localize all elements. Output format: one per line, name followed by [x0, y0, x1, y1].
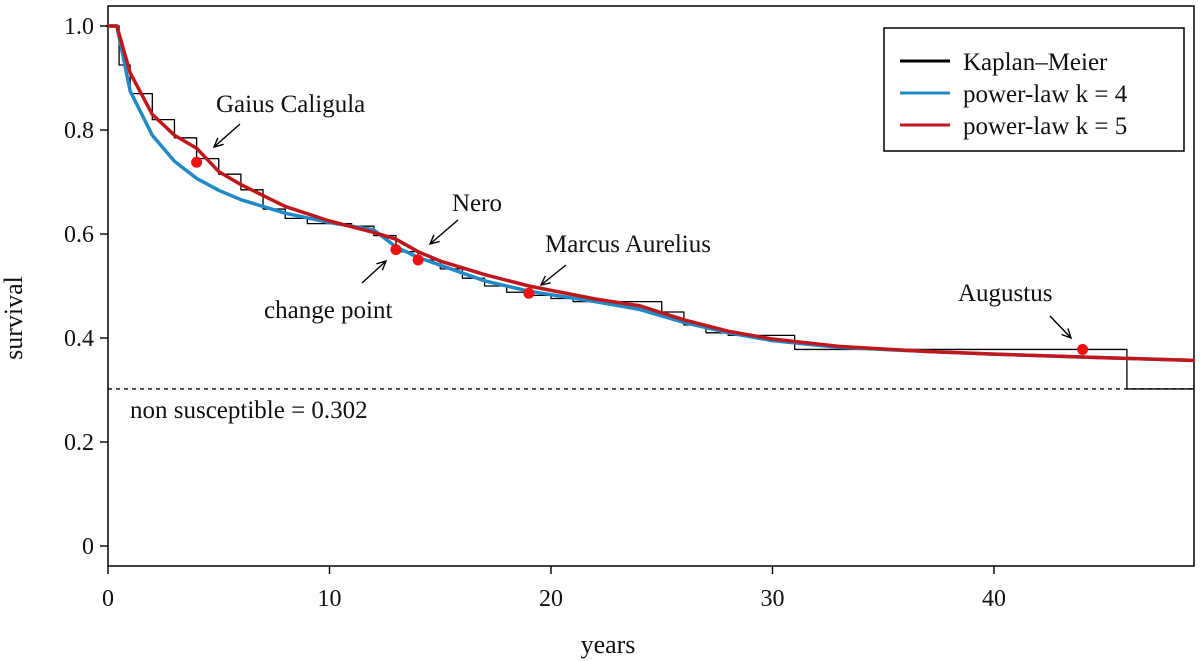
highlight-point-5	[1077, 343, 1089, 355]
y-tick-label-0.2: 0.2	[64, 430, 94, 456]
annotations: Gaius Caligula Nero change point Marcus Aur…	[212, 91, 1073, 340]
annotation-gaius-caligula: Gaius Caligula	[216, 91, 365, 118]
y-tick-label-0.4: 0.4	[64, 326, 94, 352]
x-tick-label-40: 40	[982, 586, 1006, 612]
legend-box	[883, 27, 1185, 152]
annotation-change-point: change point	[264, 297, 392, 324]
y-tick-label-0.6: 0.6	[64, 222, 94, 248]
annotation-nero: Nero	[452, 190, 502, 217]
annotation-arrow-change-point	[361, 260, 387, 284]
series-layer	[106, 24, 1196, 390]
plot-area: non susceptible = 0.302	[107, 5, 1195, 567]
series-line-power-law-k-5	[106, 24, 1196, 363]
highlight-point-1	[191, 156, 203, 168]
x-tick-label-20: 20	[539, 586, 563, 612]
annotation-arrow-marcus-aurelius	[540, 264, 567, 286]
legend-label-kaplan-meier: Kaplan–Meier	[963, 49, 1108, 76]
reference-line-label: non susceptible = 0.302	[130, 397, 368, 424]
legend-label-power-law-k4: power-law k = 4	[963, 81, 1128, 108]
highlight-point-2	[390, 244, 402, 256]
highlight-points	[191, 156, 1089, 355]
y-tick-label-0.8: 0.8	[64, 118, 94, 144]
annotation-arrowhead-gaius-caligula	[212, 137, 224, 149]
x-tick-label-30: 30	[761, 586, 785, 612]
legend: Kaplan–Meier power-law k = 4 power-law k…	[883, 27, 1185, 152]
annotation-arrowhead-marcus-aurelius	[539, 275, 551, 287]
x-tick-label-0: 0	[102, 586, 114, 612]
annotation-arrow-gaius-caligula	[213, 123, 241, 148]
annotation-augustus: Augustus	[958, 280, 1052, 307]
annotation-arrowhead-nero	[428, 234, 440, 246]
y-tick-label-0: 0	[82, 534, 94, 560]
x-axis-title: years	[581, 630, 636, 659]
annotation-arrowhead-change-point	[376, 259, 388, 271]
y-axis-title: survival	[0, 276, 28, 360]
annotation-arrowhead-augustus	[1061, 328, 1073, 340]
annotation-arrow-nero	[429, 219, 459, 245]
highlight-point-4	[523, 287, 535, 299]
annotation-marcus-aurelius: Marcus Aurelius	[545, 231, 711, 258]
axes: 0 10 20 30 40 0 0.2 0.4 0.6 0.8 1.0	[64, 14, 1006, 612]
legend-label-power-law-k5: power-law k = 5	[963, 113, 1127, 140]
x-tick-label-10: 10	[318, 586, 342, 612]
y-tick-label-1: 1.0	[64, 14, 94, 40]
highlight-point-3	[412, 254, 424, 266]
annotation-arrow-augustus	[1049, 315, 1072, 339]
plot-frame	[107, 5, 1195, 567]
